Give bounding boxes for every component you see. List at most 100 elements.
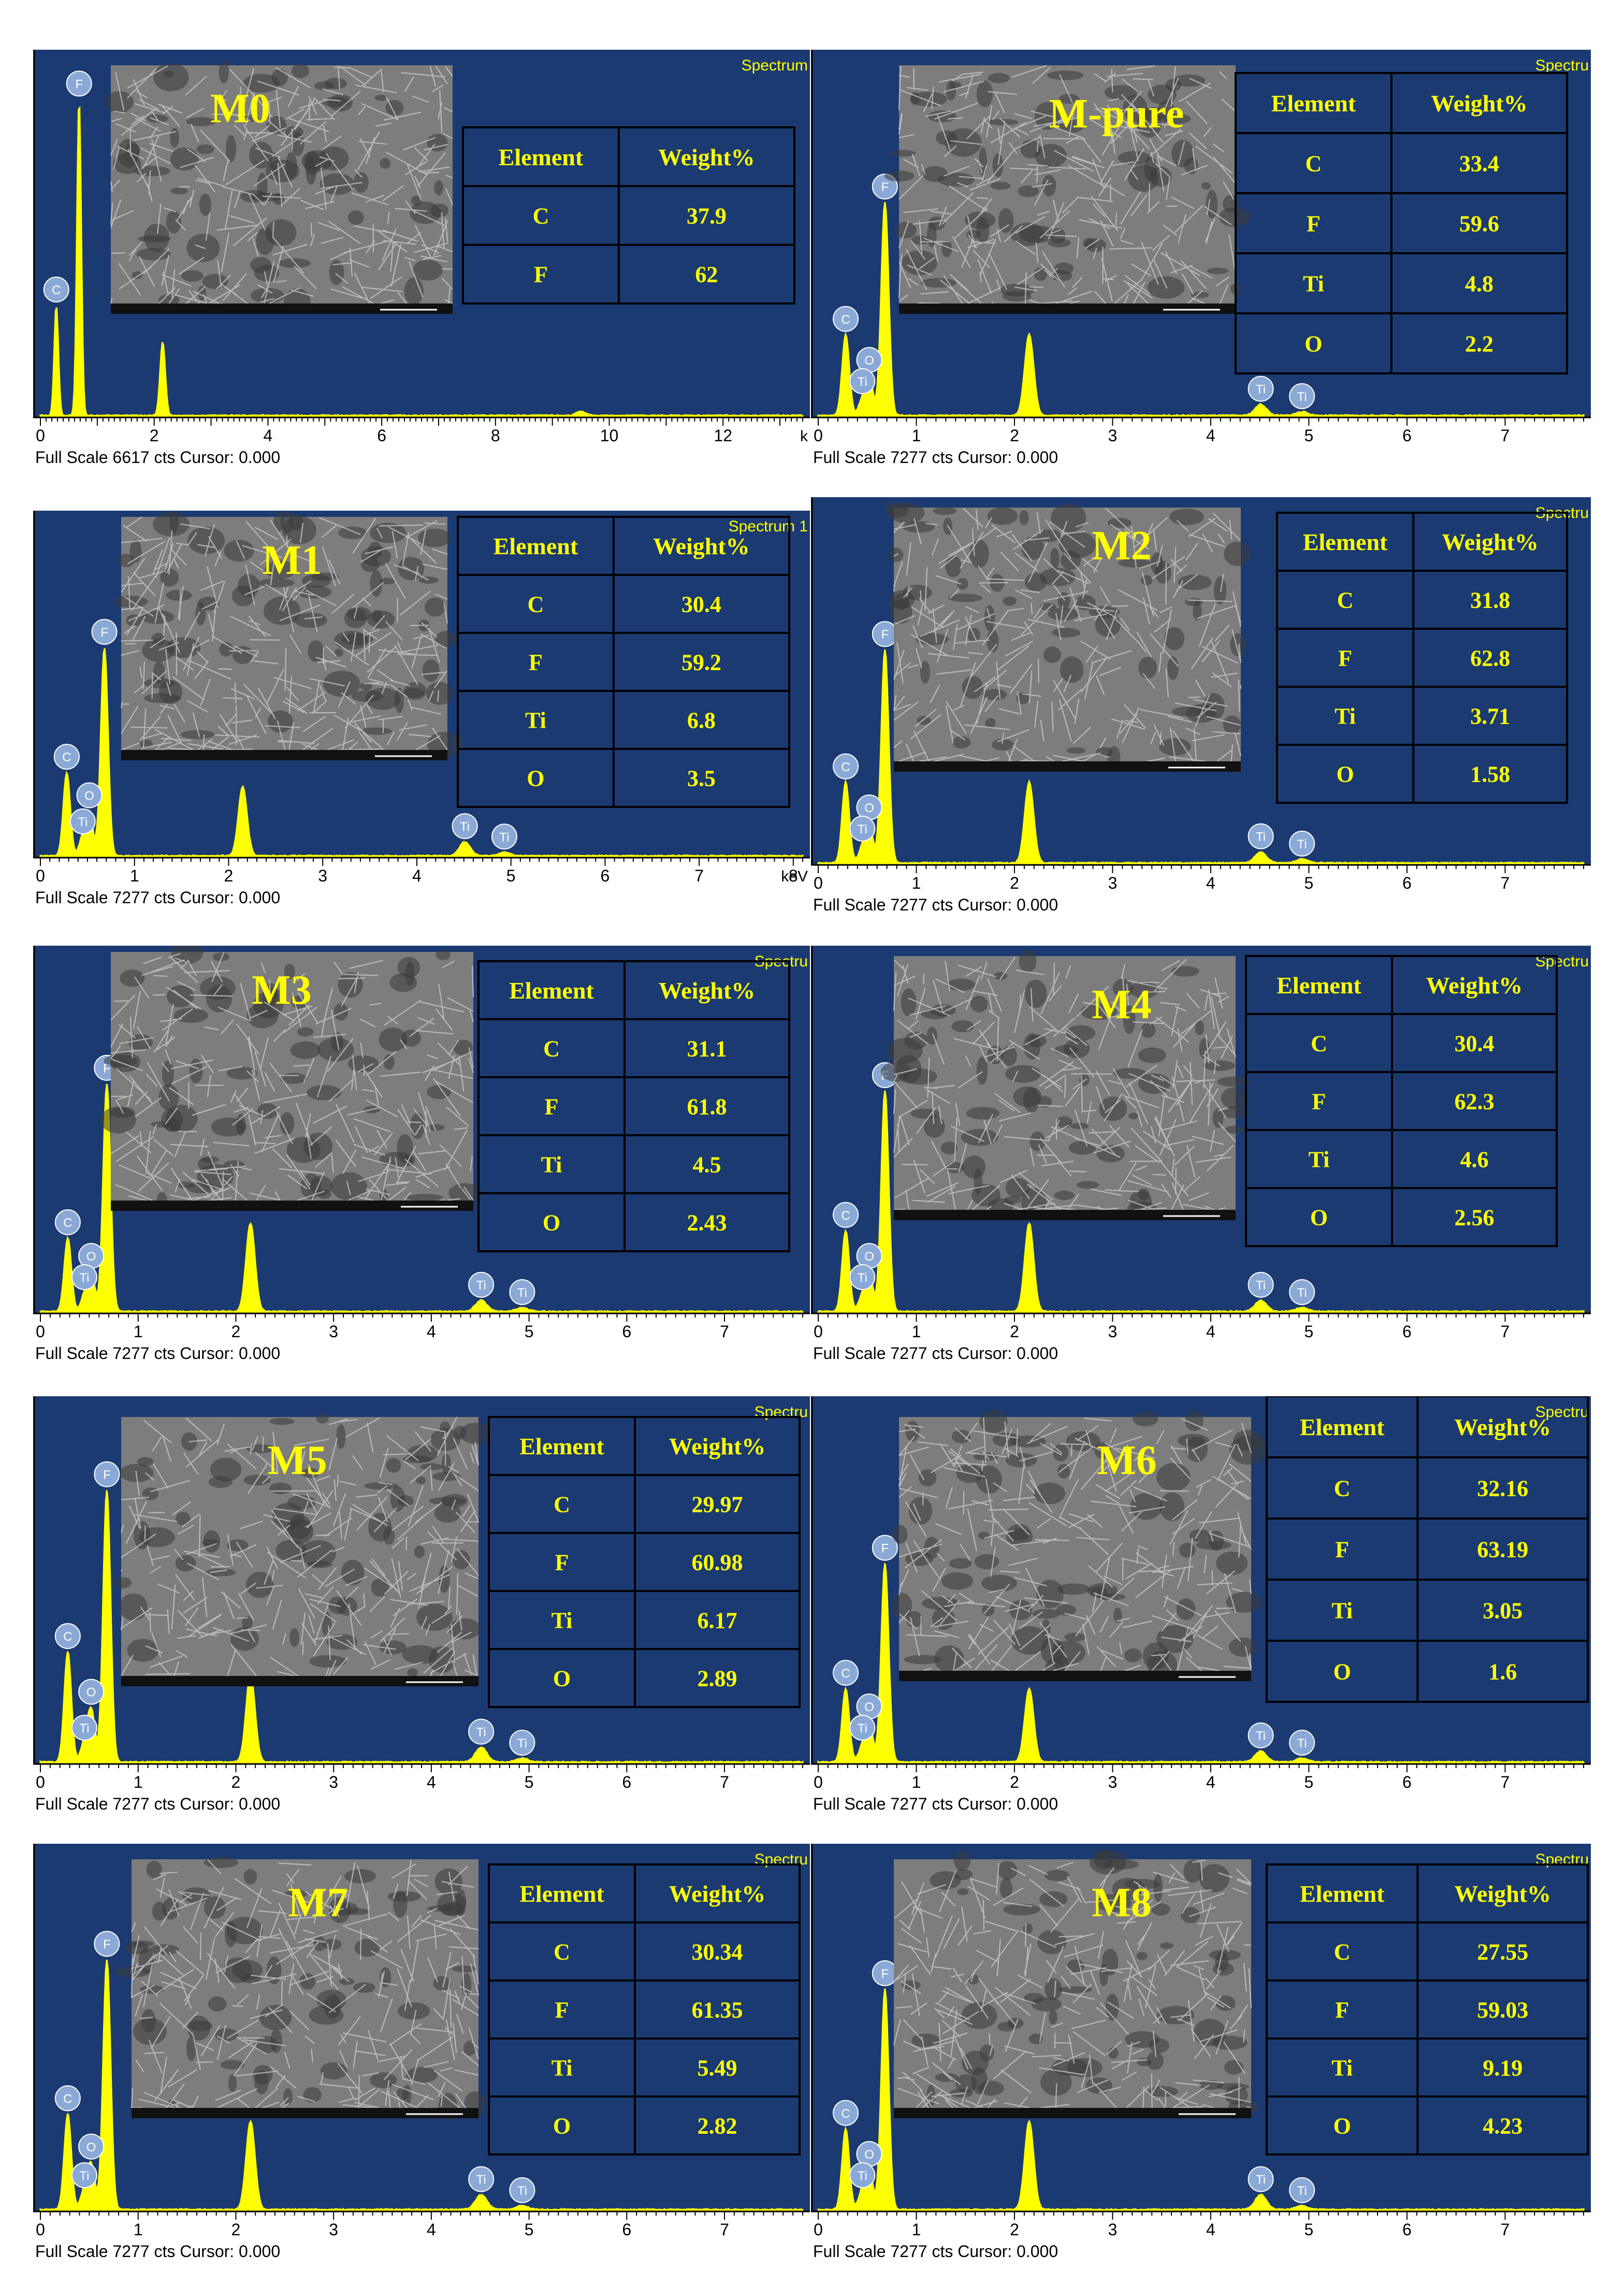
x-tick-label: 4 <box>412 866 422 885</box>
table-cell-weight: 31.8 <box>1470 587 1510 613</box>
x-tick-label: 1 <box>130 866 139 885</box>
table-cell-element: O <box>527 765 544 791</box>
peak-marker-ti: Ti <box>1289 383 1315 409</box>
table-header-element: Element <box>1300 1414 1385 1440</box>
eds-panel-m0: C F 0 2 4 6 8 10 12 k Full Scale 6617 cts Cursor: … <box>33 50 810 474</box>
spectrum-line <box>39 1083 804 1314</box>
x-tick-label: 0 <box>36 866 45 885</box>
spectrum-label: Spectru <box>1535 1851 1589 1868</box>
svg-text:F: F <box>881 628 889 642</box>
peak-marker-ti: Ti <box>1289 1729 1315 1756</box>
x-tick-label: 1 <box>912 2220 921 2239</box>
x-tick-label: 0 <box>36 1322 45 1341</box>
svg-text:Ti: Ti <box>1297 2184 1307 2198</box>
x-tick-label: 1 <box>912 426 921 445</box>
x-tick-label: 7 <box>720 1322 729 1341</box>
peak-marker-ti: Ti <box>1248 823 1274 849</box>
svg-text:Ti: Ti <box>78 815 88 829</box>
table-cell-weight: 2.82 <box>698 2113 737 2138</box>
table-cell-weight: 4.8 <box>1465 271 1494 296</box>
x-tick-label: 5 <box>506 866 516 885</box>
sample-label: M8 <box>1092 1880 1152 1926</box>
x-tick-label: 1 <box>134 2220 143 2239</box>
sample-label: M3 <box>252 967 312 1013</box>
svg-text:Ti: Ti <box>1256 830 1266 844</box>
svg-text:C: C <box>63 2092 72 2106</box>
table-cell-weight: 32.16 <box>1477 1476 1528 1501</box>
table-cell-element: F <box>555 1997 569 2022</box>
table-cell-element: Ti <box>552 1608 573 1633</box>
x-tick-label: 7 <box>1501 426 1510 445</box>
table-cell-element: C <box>554 1939 570 1964</box>
full-scale-footer: Full Scale 6617 cts Cursor: 0.000 <box>35 448 280 467</box>
table-cell-weight: 62 <box>695 262 718 287</box>
x-tick-label: 2 <box>1010 1773 1019 1791</box>
peak-marker-o: O <box>78 2133 105 2160</box>
table-cell-element: C <box>1311 1031 1327 1056</box>
composition-table: Element Weight% C 30.34 F 61.35 Ti 5.49 O 2.82 <box>488 1863 801 2156</box>
peak-marker-c: C <box>53 744 80 770</box>
sample-label: M6 <box>1097 1438 1157 1483</box>
peak-marker-ti: Ti <box>452 813 478 840</box>
x-tick-label: 6 <box>1402 1773 1412 1791</box>
sem-image <box>891 1410 1267 1682</box>
x-tick-label: 5 <box>525 2220 534 2239</box>
peak-marker-c: C <box>833 753 859 779</box>
composition-table: Element Weight% C 32.16 F 63.19 Ti 3.05 O 1.6 <box>1266 1396 1589 1703</box>
spectrum-label: Spectru <box>1535 57 1589 74</box>
eds-chart: C O Ti F Ti Ti 0 1 2 3 4 5 6 7 Full Scale 7277 cts Cur… <box>811 497 1591 914</box>
svg-text:Ti: Ti <box>476 1726 486 1740</box>
x-tick-label: 4 <box>427 1773 436 1791</box>
table-cell-weight: 33.4 <box>1459 151 1499 176</box>
x-tick-label: 6 <box>622 1773 631 1791</box>
svg-text:C: C <box>841 2107 850 2121</box>
x-tick-label: 2 <box>231 2220 241 2239</box>
sample-label: M7 <box>288 1880 348 1926</box>
svg-text:Ti: Ti <box>499 830 509 844</box>
x-tick-label: 3 <box>1108 426 1118 445</box>
table-cell-element: Ti <box>1309 1147 1330 1172</box>
full-scale-footer: Full Scale 7277 cts Cursor: 0.000 <box>813 1795 1058 1813</box>
peak-marker-ti: Ti <box>1289 830 1315 857</box>
x-tick-label: 4 <box>427 2220 436 2239</box>
table-header-weight: Weight% <box>659 977 756 1004</box>
x-tick-label: 5 <box>1304 1322 1314 1341</box>
svg-text:C: C <box>63 1216 72 1230</box>
svg-text:Ti: Ti <box>1297 390 1307 404</box>
table-cell-element: C <box>1334 1939 1351 1964</box>
table-header-weight: Weight% <box>1442 529 1539 555</box>
svg-text:F: F <box>103 1937 111 1951</box>
x-tick-label: 5 <box>1304 2220 1314 2239</box>
svg-text:O: O <box>86 2141 96 2154</box>
x-tick-label: 0 <box>36 1773 45 1791</box>
svg-text:O: O <box>864 1250 874 1264</box>
full-scale-footer: Full Scale 7277 cts Cursor: 0.000 <box>35 1795 280 1813</box>
x-tick-label: 0 <box>814 2220 823 2239</box>
table-cell-element: Ti <box>541 1152 562 1177</box>
x-tick-label: 2 <box>224 866 234 885</box>
eds-chart: C O Ti F Ti Ti 0 1 2 3 4 5 6 7 Full Scale 7277 cts Cur… <box>811 50 1591 467</box>
composition-table: Element Weight% C 30.4 F 59.2 Ti 6.8 O 3.5 <box>457 516 790 808</box>
eds-panel-m1: C O Ti F Ti Ti 0 1 2 3 4 5 6 7 8 keV Full Scale 7277 cts… <box>33 511 810 915</box>
table-header-weight: Weight% <box>653 533 750 559</box>
table-cell-weight: 4.6 <box>1460 1147 1489 1172</box>
peak-marker-ti: Ti <box>491 823 517 850</box>
table-cell-weight: 3.71 <box>1470 703 1510 729</box>
spectrum-label: Spectrum 1 <box>729 518 808 535</box>
peak-marker-o: O <box>76 782 103 808</box>
peak-marker-ti: Ti <box>1248 2166 1274 2192</box>
x-tick-label: 7 <box>720 1773 729 1791</box>
table-cell-weight: 59.2 <box>682 649 721 675</box>
x-tick-label: 3 <box>329 1322 338 1341</box>
x-tick-label: 4 <box>264 426 273 445</box>
composition-table: Element Weight% C 33.4 F 59.6 Ti 4.8 O 2.2 <box>1235 72 1568 374</box>
peak-marker-ti: Ti <box>849 816 876 842</box>
x-tick-label: 1 <box>134 1773 143 1791</box>
table-cell-weight: 9.19 <box>1483 2055 1523 2080</box>
svg-text:C: C <box>841 1667 850 1681</box>
svg-text:Ti: Ti <box>517 1286 527 1300</box>
table-cell-element: Ti <box>1335 703 1356 729</box>
x-tick-label: 7 <box>720 2220 729 2239</box>
eds-panel-m3: C O Ti F Ti Ti 0 1 2 3 4 5 6 7 Full Scale 7277 cts Cur… <box>33 946 810 1370</box>
x-tick-label: 5 <box>1304 1773 1314 1791</box>
